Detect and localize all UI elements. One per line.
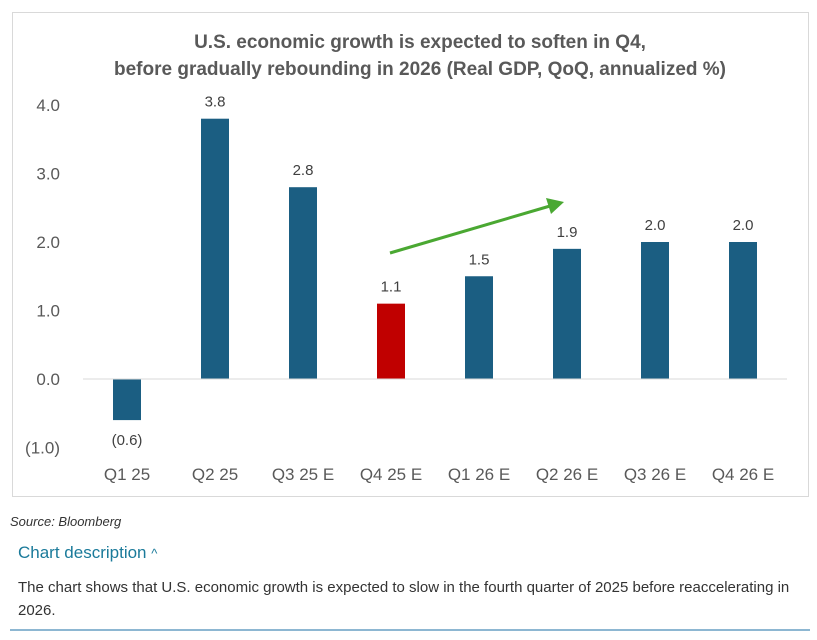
source-note: Source: Bloomberg (10, 514, 122, 529)
chart-title: U.S. economic growth is expected to soft… (194, 32, 646, 53)
bar (729, 242, 757, 379)
data-label: 1.1 (381, 279, 402, 296)
bar (201, 118, 229, 379)
data-label: 2.0 (645, 217, 666, 234)
y-tick-label: 4.0 (36, 96, 60, 115)
gdp-bar-chart: U.S. economic growth is expected to soft… (25, 32, 787, 484)
chart-title: before gradually rebounding in 2026 (Rea… (114, 59, 726, 80)
x-tick-label: Q4 26 E (712, 465, 774, 484)
y-tick-label: 1.0 (36, 302, 60, 321)
y-tick-label: 0.0 (36, 370, 60, 389)
bar (553, 248, 581, 379)
data-label: 1.5 (469, 251, 490, 268)
data-label: 2.8 (293, 162, 314, 179)
x-tick-label: Q2 26 E (536, 465, 598, 484)
bar (113, 379, 141, 421)
y-tick-label: 3.0 (36, 165, 60, 184)
chevron-up-icon: ^ (151, 546, 158, 561)
y-tick-label: 2.0 (36, 233, 60, 252)
y-tick-label: (1.0) (25, 439, 60, 458)
data-label: (0.6) (112, 432, 143, 449)
x-tick-label: Q2 25 (192, 465, 238, 484)
data-label: 1.9 (557, 224, 578, 241)
bar (377, 303, 405, 379)
chart-description-text: The chart shows that U.S. economic growt… (18, 579, 790, 619)
x-tick-label: Q4 25 E (360, 465, 422, 484)
trend-arrow-line (389, 204, 551, 255)
data-label: 3.8 (205, 94, 226, 111)
chart-frame (12, 12, 809, 497)
data-label: 2.0 (733, 217, 754, 234)
toggle-label: Chart description (18, 543, 147, 562)
x-tick-label: Q3 25 E (272, 465, 334, 484)
trend-arrow-head (546, 198, 564, 214)
x-tick-label: Q1 25 (104, 465, 150, 484)
bar (289, 187, 317, 379)
chart-description-toggle[interactable]: Chart description ^ (18, 543, 157, 563)
x-tick-label: Q1 26 E (448, 465, 510, 484)
divider (10, 629, 810, 631)
x-tick-label: Q3 26 E (624, 465, 686, 484)
bar (641, 242, 669, 379)
bar (465, 276, 493, 379)
